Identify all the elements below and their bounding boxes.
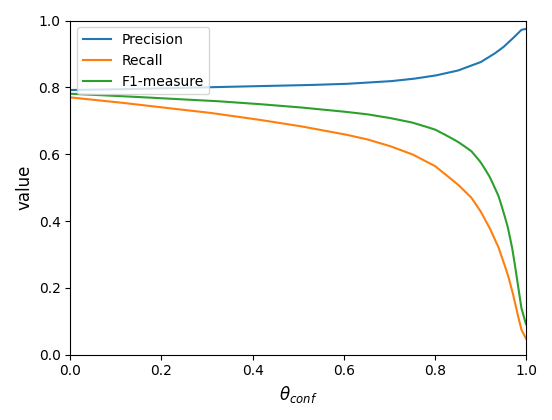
F1-measure [380, 114, 386, 119]
Recall [431, 163, 437, 168]
X-axis label: $\theta_{conf}$: $\theta_{conf}$ [279, 384, 317, 405]
Precision [380, 79, 386, 84]
Recall [67, 95, 73, 100]
Precision [67, 87, 73, 92]
Recall [251, 117, 258, 122]
F1-measure [422, 124, 429, 129]
Line: F1-measure: F1-measure [70, 94, 526, 324]
Recall [114, 100, 120, 105]
Y-axis label: value: value [15, 165, 33, 210]
Precision [422, 74, 429, 79]
F1-measure [67, 91, 73, 96]
Precision [523, 26, 529, 32]
Precision [431, 73, 437, 78]
F1-measure [268, 102, 274, 108]
Legend: Precision, Recall, F1-measure: Precision, Recall, F1-measure [77, 27, 209, 94]
Line: Recall: Recall [70, 97, 526, 339]
Line: Precision: Precision [70, 29, 526, 90]
Recall [523, 336, 529, 341]
F1-measure [523, 322, 529, 327]
F1-measure [251, 101, 258, 106]
Precision [114, 87, 120, 92]
Recall [422, 159, 429, 164]
Precision [251, 84, 258, 89]
F1-measure [431, 127, 437, 132]
Recall [380, 142, 386, 147]
F1-measure [114, 93, 120, 98]
Recall [268, 119, 274, 124]
Precision [268, 84, 274, 89]
